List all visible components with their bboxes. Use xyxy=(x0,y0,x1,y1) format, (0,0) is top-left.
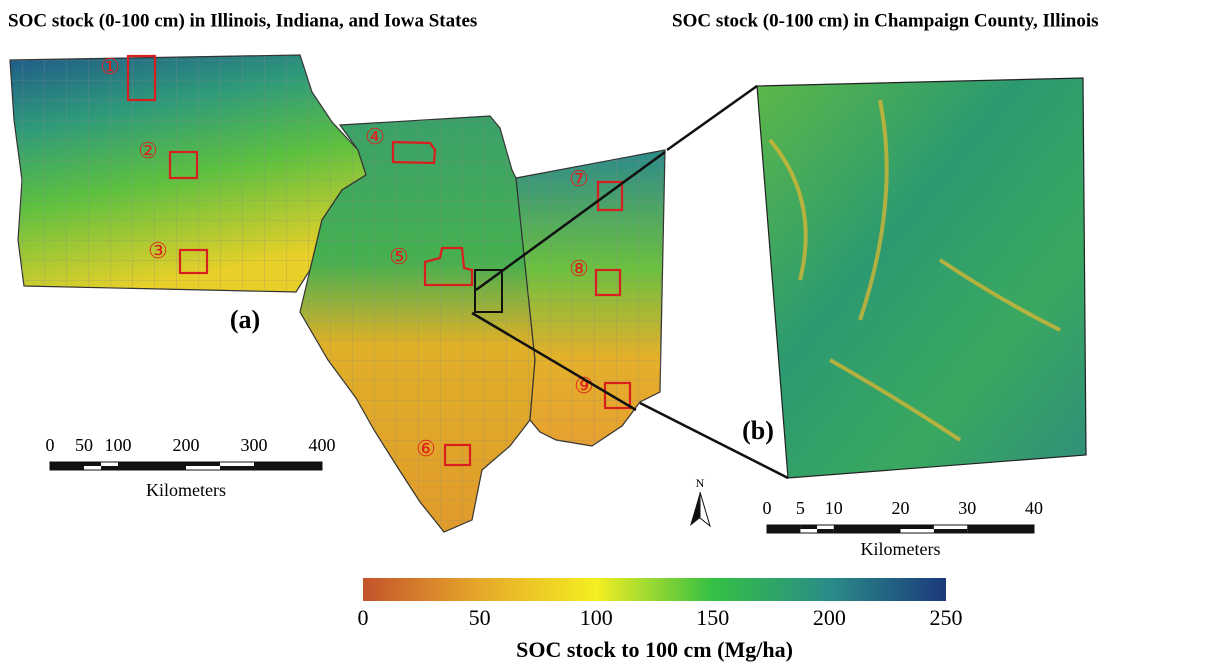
scale-bar-segment xyxy=(101,466,118,470)
scale-bar-label: 20 xyxy=(892,498,910,518)
site-label: ② xyxy=(138,138,158,163)
scale-bar-segment xyxy=(800,525,817,529)
scale-bar-segment xyxy=(834,525,901,533)
page: {"titles": {"left": "SOC stock (0-100 cm… xyxy=(0,0,1218,667)
north-label: N xyxy=(696,476,705,490)
scale-bar-label: 100 xyxy=(105,435,132,455)
connector xyxy=(667,86,757,150)
site-label: ① xyxy=(100,54,120,79)
scale-bar-unit: Kilometers xyxy=(146,480,226,500)
scale-bar-label: 5 xyxy=(796,498,805,518)
title-right: SOC stock (0-100 cm) in Champaign County… xyxy=(672,10,1099,31)
scale-bar-segment xyxy=(254,462,322,470)
scale-bar-label: 50 xyxy=(75,435,93,455)
site-label: ③ xyxy=(148,238,168,263)
scale-bar-label: 200 xyxy=(173,435,200,455)
north-arrow: N xyxy=(690,476,710,526)
site-label: ⑥ xyxy=(416,436,436,461)
north-arrow-left xyxy=(690,492,700,526)
scale-bar-b: 0 5 10 20 30 40 Kilometers xyxy=(763,498,1044,559)
panel-label: (a) xyxy=(230,305,260,334)
scale-bar-segment xyxy=(967,525,1034,533)
scale-bar-segment xyxy=(901,525,934,529)
site-label: ⑨ xyxy=(574,373,594,398)
scale-bar-segment xyxy=(118,462,186,470)
state-map xyxy=(10,55,665,532)
scale-bar-segment xyxy=(934,529,967,533)
site-label: ⑧ xyxy=(569,256,589,281)
colorbar-tick-label: 50 xyxy=(469,605,491,630)
scale-bar-segment xyxy=(186,462,220,466)
scale-bar-label: 0 xyxy=(763,498,772,518)
site-label: ⑦ xyxy=(569,166,589,191)
champaign-map xyxy=(757,78,1086,478)
iowa-counties xyxy=(10,55,366,292)
north-arrow-right xyxy=(700,492,710,526)
scale-bar-label: 10 xyxy=(825,498,843,518)
scale-bar-label: 40 xyxy=(1025,498,1043,518)
scale-bar-a: 0 50 100 200 300 400 Kilometers xyxy=(46,435,336,500)
title-left: SOC stock (0-100 cm) in Illinois, Indian… xyxy=(8,10,477,31)
colorbar-label: SOC stock to 100 cm (Mg/ha) xyxy=(516,637,793,662)
colorbar-ramp xyxy=(363,578,946,601)
figure: SOC stock (0-100 cm) in Illinois, Indian… xyxy=(0,0,1218,667)
site-label: ⑤ xyxy=(389,244,409,269)
panel-label: (b) xyxy=(742,416,774,445)
scale-bar-segment xyxy=(220,466,254,470)
scale-bar-label: 300 xyxy=(241,435,268,455)
colorbar-tick-label: 200 xyxy=(813,605,846,630)
indiana-counties xyxy=(516,150,665,446)
scale-bar-segment xyxy=(84,462,101,466)
scale-bar-segment xyxy=(817,529,834,533)
scale-bar-label: 400 xyxy=(309,435,336,455)
colorbar: 0 50 100 150 200 250 SOC stock to 100 cm (Mg/h… xyxy=(358,578,963,662)
scale-bar-label: 0 xyxy=(46,435,55,455)
scale-bar-unit: Kilometers xyxy=(861,539,941,559)
colorbar-tick-label: 0 xyxy=(358,605,369,630)
scale-bar-label: 30 xyxy=(958,498,976,518)
colorbar-tick-label: 100 xyxy=(580,605,613,630)
scale-bar-segment xyxy=(767,525,800,533)
scale-bar-segment xyxy=(50,462,84,470)
colorbar-tick-label: 150 xyxy=(696,605,729,630)
site-label: ④ xyxy=(365,124,385,149)
colorbar-tick-label: 250 xyxy=(930,605,963,630)
